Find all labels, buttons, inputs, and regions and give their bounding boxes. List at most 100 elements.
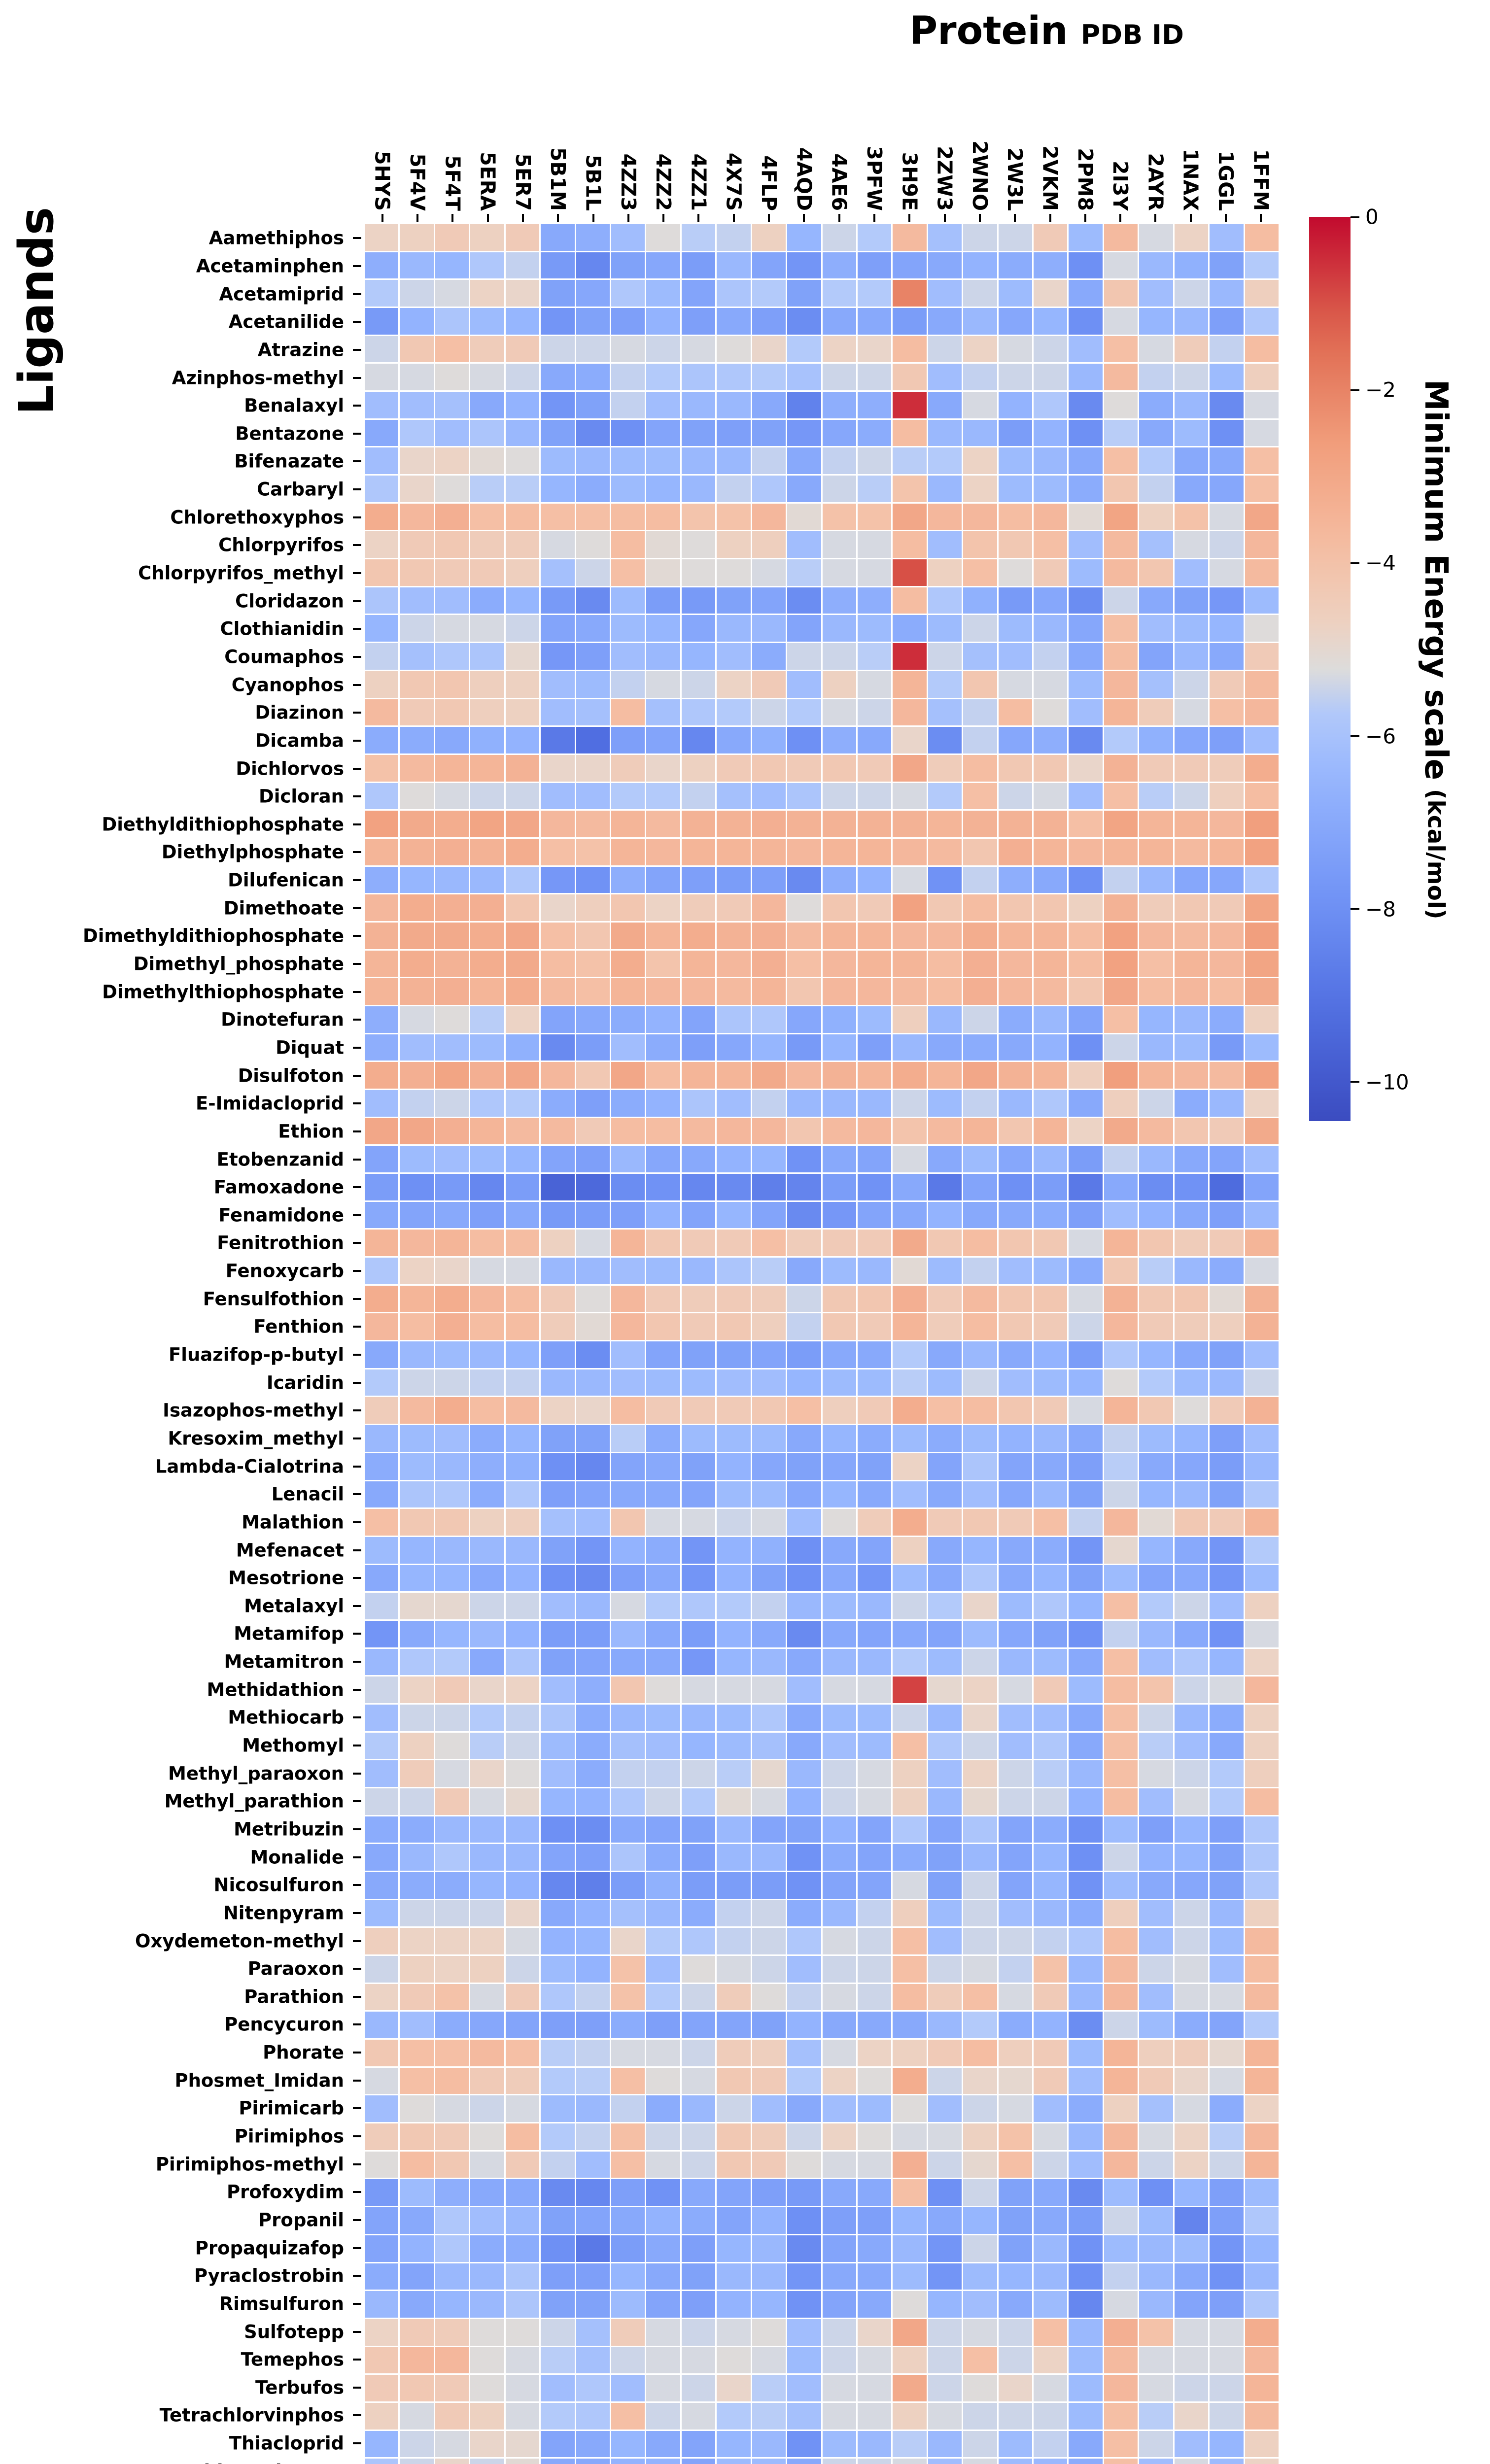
heatmap-cell [1104, 419, 1138, 446]
heatmap-cell [928, 1118, 962, 1145]
heatmap-cell [505, 894, 540, 921]
heatmap-cell [787, 2123, 821, 2150]
heatmap-cell [1069, 1090, 1103, 1117]
heatmap-cell [963, 2402, 997, 2430]
heatmap-cell [541, 866, 575, 893]
heatmap-cell [928, 1481, 962, 1508]
heatmap-cell [541, 2319, 575, 2346]
heatmap-cell [505, 1928, 540, 1955]
heatmap-cell [1245, 1118, 1279, 1145]
column-label: 1GGL [1214, 151, 1238, 211]
heatmap-cell [365, 1788, 399, 1815]
heatmap-cell [1069, 783, 1103, 810]
heatmap-cell [717, 1788, 751, 1815]
heatmap-cell [365, 2459, 399, 2464]
heatmap-cell [541, 2347, 575, 2374]
heatmap-cell [998, 1453, 1033, 1480]
heatmap-cell [963, 2095, 997, 2122]
row-tick [353, 1354, 361, 1356]
heatmap-cell [1034, 2430, 1068, 2458]
heatmap-cell [752, 866, 786, 893]
heatmap-cell [365, 2123, 399, 2150]
heatmap-cell [1104, 2151, 1138, 2178]
heatmap-cell [752, 1509, 786, 1536]
heatmap-cell [822, 1816, 856, 1843]
heatmap-cell [822, 615, 856, 642]
heatmap-cell [646, 1146, 680, 1173]
row-label: Dinotefuran [221, 1009, 344, 1030]
heatmap-cell [787, 950, 821, 977]
heatmap-cell [1034, 1677, 1068, 1703]
heatmap-cell [717, 1090, 751, 1117]
heatmap-cell [365, 811, 399, 837]
heatmap-cell [611, 1984, 645, 2011]
heatmap-cell [928, 280, 962, 307]
heatmap-cell [787, 1620, 821, 1647]
heatmap-cell [1210, 2040, 1244, 2066]
heatmap-cell [1139, 1760, 1173, 1787]
row-label: Diquat [276, 1037, 344, 1059]
heatmap-cell [435, 587, 469, 614]
heatmap-cell [611, 2207, 645, 2234]
heatmap-cell [505, 811, 540, 837]
heatmap-cell [998, 1146, 1033, 1173]
heatmap-cell [787, 1481, 821, 1508]
heatmap-cell [857, 2459, 892, 2464]
heatmap-cell [998, 1258, 1033, 1284]
heatmap-cell [998, 447, 1033, 475]
heatmap-cell [857, 1201, 892, 1229]
heatmap-cell [1139, 2123, 1173, 2150]
heatmap-cell [505, 1034, 540, 1061]
heatmap-cell [576, 838, 610, 865]
heatmap-cell [646, 950, 680, 977]
heatmap-cell [1174, 559, 1209, 586]
heatmap-cell [365, 1481, 399, 1508]
heatmap-cell [787, 1648, 821, 1676]
heatmap-cell [541, 1146, 575, 1173]
heatmap-cell [822, 503, 856, 530]
heatmap-cell [681, 280, 716, 307]
heatmap-cell [611, 1620, 645, 1647]
heatmap-cell [822, 2430, 856, 2458]
heatmap-cell [1104, 587, 1138, 614]
heatmap-cell [1069, 1481, 1103, 1508]
heatmap-cell [400, 978, 434, 1005]
heatmap-cell [1069, 419, 1103, 446]
heatmap-cell [822, 2402, 856, 2430]
heatmap-cell [822, 2067, 856, 2094]
heatmap-cell [787, 866, 821, 893]
heatmap-cell [435, 1537, 469, 1564]
heatmap-cell [1174, 783, 1209, 810]
heatmap-cell [505, 1565, 540, 1592]
heatmap-cell [1139, 1341, 1173, 1368]
heatmap-cell [681, 2095, 716, 2122]
heatmap-cell [893, 1313, 927, 1340]
heatmap-cell [1139, 587, 1173, 614]
heatmap-cell [1104, 336, 1138, 363]
heatmap-cell [1034, 671, 1068, 698]
heatmap-cell [681, 1844, 716, 1871]
heatmap-cell [1104, 2430, 1138, 2458]
heatmap-cell [787, 894, 821, 921]
row-tick [353, 348, 361, 351]
heatmap-cell [611, 308, 645, 335]
heatmap-cell [822, 476, 856, 502]
heatmap-cell [646, 727, 680, 753]
heatmap-cell [576, 2179, 610, 2206]
heatmap-cell [928, 2012, 962, 2039]
heatmap-cell [365, 1006, 399, 1033]
heatmap-cell [365, 838, 399, 865]
heatmap-cell [400, 1788, 434, 1815]
heatmap-cell [1245, 2430, 1279, 2458]
heatmap-cell [576, 1174, 610, 1200]
heatmap-cell [717, 252, 751, 279]
heatmap-cell [928, 2430, 962, 2458]
heatmap-cell [1245, 2123, 1279, 2150]
heatmap-cell [1069, 2179, 1103, 2206]
heatmap-cell [435, 727, 469, 753]
heatmap-cell [857, 2012, 892, 2039]
heatmap-cell [470, 336, 504, 363]
heatmap-cell [822, 1593, 856, 1619]
heatmap-cell [1210, 2012, 1244, 2039]
heatmap-cell [646, 1313, 680, 1340]
